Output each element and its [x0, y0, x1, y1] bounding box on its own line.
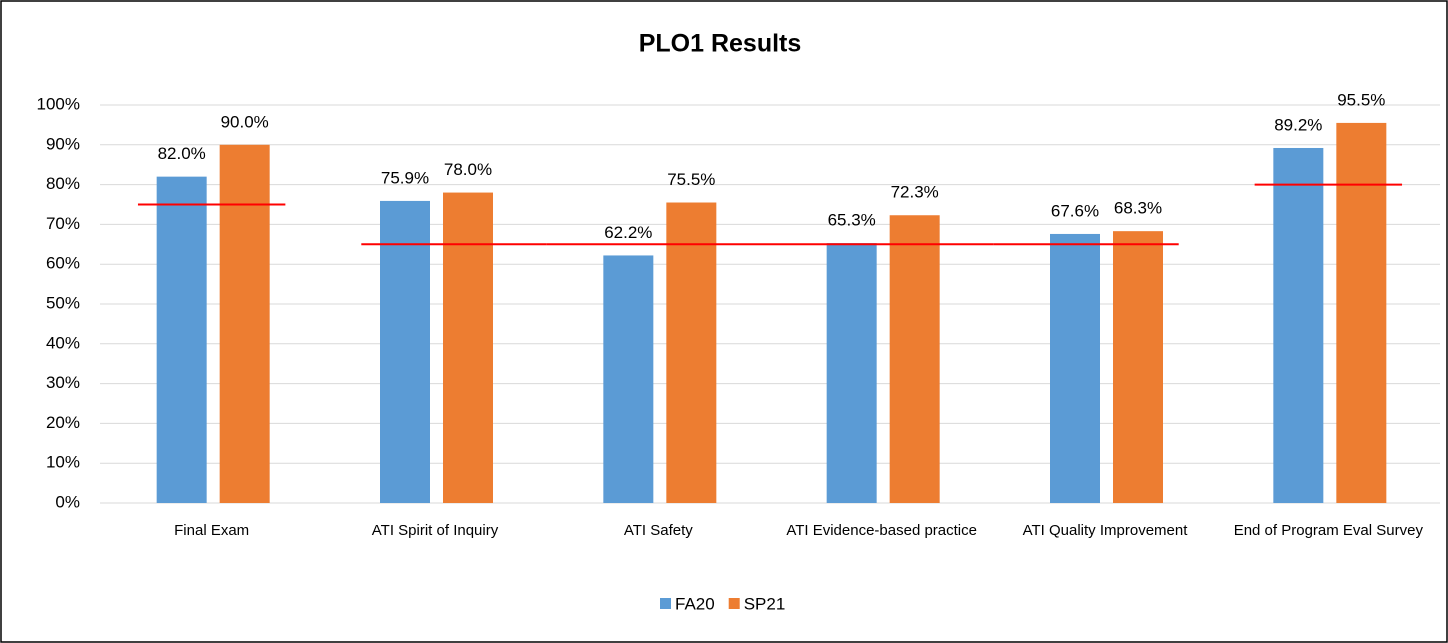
data-label: 65.3% [828, 211, 876, 230]
bar [1273, 147, 1324, 503]
data-label: 68.3% [1114, 199, 1162, 218]
data-label: 89.2% [1274, 115, 1322, 134]
y-tick-label: 10% [46, 453, 80, 472]
bar [156, 176, 207, 503]
y-tick-label: 20% [46, 413, 80, 432]
data-label: 75.5% [667, 170, 715, 189]
bar [1336, 122, 1387, 503]
x-tick-label: End of Program Eval Survey [1234, 522, 1424, 539]
bar [889, 215, 940, 503]
y-tick-label: 80% [46, 174, 80, 193]
legend-swatch [660, 598, 671, 609]
data-label: 95.5% [1337, 90, 1385, 109]
data-label: 72.3% [891, 183, 939, 202]
bar [826, 243, 877, 503]
y-tick-label: 100% [37, 94, 80, 113]
bar [1050, 233, 1100, 503]
bar [603, 255, 654, 503]
data-label: 90.0% [221, 112, 269, 131]
x-tick-label: ATI Spirit of Inquiry [372, 522, 499, 539]
data-label: 78.0% [444, 160, 492, 179]
bar [443, 192, 493, 503]
y-tick-label: 0% [55, 492, 80, 511]
legend-label: FA20 [675, 594, 715, 613]
bar [666, 202, 717, 503]
bar [1113, 231, 1163, 503]
data-label: 75.9% [381, 168, 429, 187]
chart-title: PLO1 Results [639, 30, 802, 58]
bar [380, 200, 430, 503]
legend-swatch [728, 598, 740, 609]
data-label: 82.0% [158, 144, 206, 163]
x-tick-label: ATI Safety [624, 522, 693, 539]
y-tick-label: 50% [46, 293, 80, 312]
y-tick-label: 30% [46, 373, 80, 392]
x-tick-label: Final Exam [174, 522, 249, 539]
data-label: 62.2% [604, 223, 652, 242]
y-tick-label: 40% [46, 333, 80, 352]
y-tick-label: 60% [46, 254, 80, 273]
data-label: 67.6% [1051, 201, 1099, 220]
y-tick-label: 70% [46, 214, 80, 233]
y-tick-label: 90% [46, 134, 80, 153]
bar [219, 144, 270, 504]
legend-label: SP21 [744, 594, 786, 613]
x-tick-label: ATI Evidence-based practice [786, 522, 977, 539]
x-tick-label: ATI Quality Improvement [1023, 522, 1189, 539]
